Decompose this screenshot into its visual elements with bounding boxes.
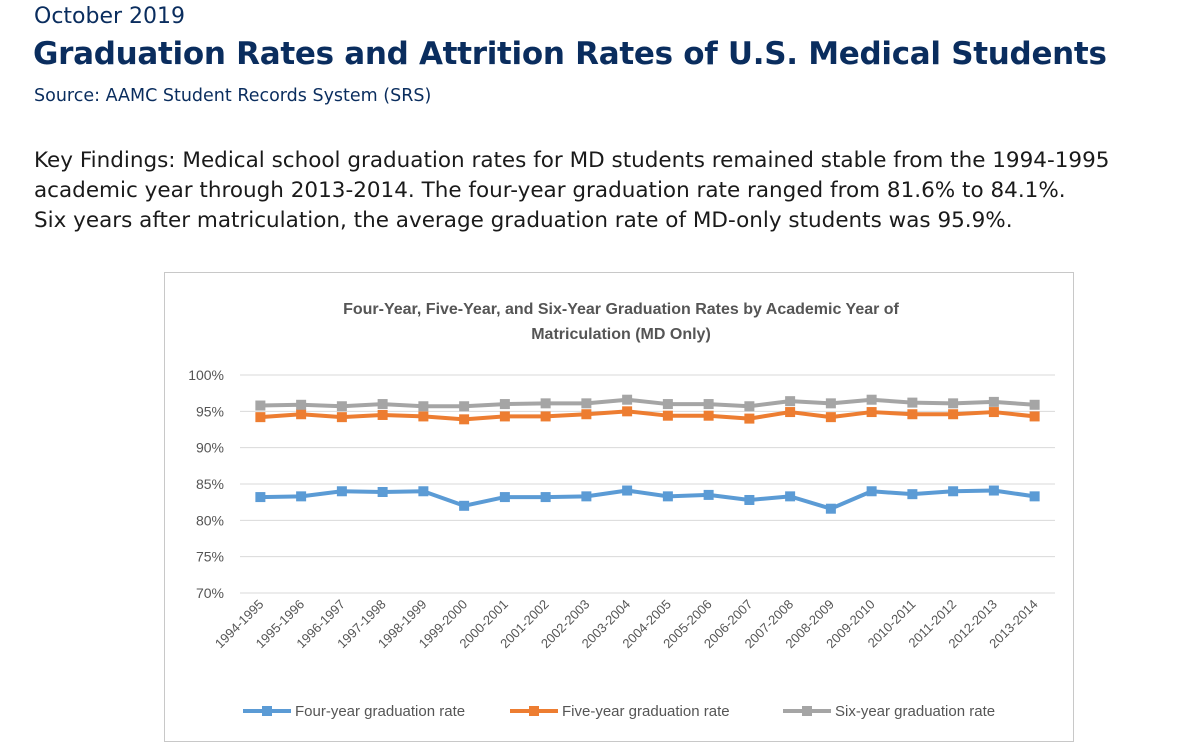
data-point [866, 407, 877, 418]
data-point [825, 398, 836, 409]
data-point [459, 401, 470, 412]
data-point [907, 489, 918, 500]
data-point [907, 409, 918, 420]
data-point [540, 492, 551, 503]
data-point [540, 411, 551, 422]
findings-line-2: academic year through 2013-2014. The fou… [34, 178, 1066, 203]
data-point [744, 401, 755, 412]
series-line [260, 488, 1035, 511]
data-point [1029, 491, 1040, 502]
report-date: October 2019 [34, 4, 186, 29]
data-point [744, 413, 755, 424]
findings-line-3: Six years after matriculation, the avera… [34, 208, 1013, 233]
chart-title-line-2: Matriculation (MD Only) [531, 326, 711, 343]
y-tick-label: 100% [188, 367, 224, 383]
data-point [255, 412, 266, 423]
data-point [499, 411, 510, 422]
y-tick-label: 85% [196, 476, 224, 492]
data-point [988, 407, 999, 418]
data-point [499, 492, 510, 503]
legend-label: Five-year graduation rate [562, 703, 730, 720]
data-point [377, 486, 388, 497]
x-axis: 1994-19951995-19961996-19971997-19981998… [212, 597, 1041, 652]
data-point [785, 396, 796, 407]
data-point [1029, 399, 1040, 410]
data-point [581, 398, 592, 409]
data-point [255, 400, 266, 411]
data-point [336, 412, 347, 423]
data-point [866, 394, 877, 405]
data-point [418, 401, 429, 412]
data-point [418, 486, 429, 497]
series-line [260, 409, 1035, 422]
data-point [377, 399, 388, 410]
y-tick-label: 70% [196, 585, 224, 601]
data-point [785, 491, 796, 502]
data-point [785, 407, 796, 418]
data-point [866, 486, 877, 497]
data-point [948, 409, 959, 420]
y-tick-label: 90% [196, 440, 224, 456]
data-point [296, 409, 307, 420]
data-point [703, 399, 714, 410]
data-point [336, 486, 347, 497]
series-lines [255, 394, 1040, 514]
line-chart: Four-Year, Five-Year, and Six-Year Gradu… [188, 301, 1055, 720]
data-point [662, 410, 673, 421]
data-point [825, 412, 836, 423]
y-tick-label: 75% [196, 549, 224, 565]
data-point [948, 486, 959, 497]
data-point [662, 399, 673, 410]
data-point [540, 398, 551, 409]
data-point [459, 414, 470, 425]
source-line: Source: AAMC Student Records System (SRS… [34, 86, 432, 106]
legend-swatch-marker [262, 706, 272, 716]
chart-title-line-1: Four-Year, Five-Year, and Six-Year Gradu… [343, 301, 899, 318]
data-point [703, 489, 714, 500]
data-point [581, 409, 592, 420]
data-point [744, 494, 755, 505]
data-point [377, 409, 388, 420]
data-point [622, 406, 633, 417]
data-point [296, 491, 307, 502]
data-point [907, 397, 918, 408]
data-point [622, 485, 633, 496]
legend-swatch-marker [529, 706, 539, 716]
data-point [1029, 411, 1040, 422]
findings-line-1: Key Findings: Medical school graduation … [34, 148, 1110, 173]
data-point [988, 485, 999, 496]
legend-label: Six-year graduation rate [835, 703, 995, 720]
data-point [825, 503, 836, 514]
data-point [296, 399, 307, 410]
y-tick-label: 80% [196, 512, 224, 528]
page-title: Graduation Rates and Attrition Rates of … [33, 36, 1107, 72]
data-point [622, 394, 633, 405]
gridlines [240, 374, 1055, 594]
data-point [499, 399, 510, 410]
data-point [336, 401, 347, 412]
legend-label: Four-year graduation rate [295, 703, 465, 720]
data-point [662, 491, 673, 502]
key-findings: Key Findings: Medical school graduation … [34, 146, 1174, 236]
data-point [988, 396, 999, 407]
legend-swatch-marker [802, 706, 812, 716]
series-line [260, 397, 1035, 409]
data-point [255, 492, 266, 503]
chart-container: Four-Year, Five-Year, and Six-Year Gradu… [164, 272, 1074, 742]
data-point [418, 411, 429, 422]
data-point [948, 398, 959, 409]
data-point [703, 410, 714, 421]
y-axis: 100% 95% 90% 85% 80% 75% 70% [188, 367, 224, 601]
data-point [459, 500, 470, 511]
y-tick-label: 95% [196, 403, 224, 419]
data-point [581, 491, 592, 502]
legend: Four-year graduation rate Five-year gradu… [243, 703, 995, 720]
